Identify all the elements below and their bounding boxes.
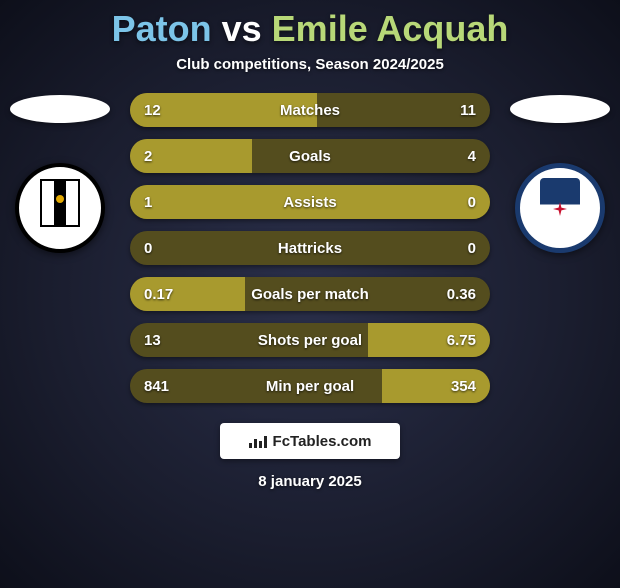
stat-label: Hattricks bbox=[194, 240, 426, 257]
stat-value-left: 13 bbox=[144, 332, 194, 349]
stat-value-left: 12 bbox=[144, 102, 194, 119]
stat-value-right: 0 bbox=[426, 240, 476, 257]
brand-text: FcTables.com bbox=[273, 433, 372, 450]
player1-avatar bbox=[10, 95, 110, 123]
stat-value-right: 6.75 bbox=[426, 332, 476, 349]
stat-label: Assists bbox=[194, 194, 426, 211]
stat-row: 2Goals4 bbox=[130, 139, 490, 173]
stat-value-left: 0.17 bbox=[144, 286, 194, 303]
club-badge-right bbox=[515, 163, 605, 253]
brand-logo: FcTables.com bbox=[220, 423, 400, 459]
stat-row: 12Matches11 bbox=[130, 93, 490, 127]
chart-icon bbox=[249, 434, 267, 448]
stat-row: 0.17Goals per match0.36 bbox=[130, 277, 490, 311]
stat-label: Shots per goal bbox=[194, 332, 426, 349]
stat-value-right: 11 bbox=[426, 102, 476, 119]
stat-row: 1Assists0 bbox=[130, 185, 490, 219]
right-column bbox=[500, 93, 620, 253]
stat-label: Goals per match bbox=[194, 286, 426, 303]
comparison-area: 12Matches112Goals41Assists00Hattricks00.… bbox=[0, 93, 620, 403]
date-text: 8 january 2025 bbox=[0, 473, 620, 490]
left-column bbox=[0, 93, 120, 253]
player2-avatar bbox=[510, 95, 610, 123]
stat-value-left: 0 bbox=[144, 240, 194, 257]
player2-name: Emile Acquah bbox=[272, 8, 509, 49]
stat-row: 0Hattricks0 bbox=[130, 231, 490, 265]
stat-label: Matches bbox=[194, 102, 426, 119]
stat-value-right: 0 bbox=[426, 194, 476, 211]
stat-label: Goals bbox=[194, 148, 426, 165]
player1-name: Paton bbox=[112, 8, 212, 49]
stat-value-right: 354 bbox=[426, 378, 476, 395]
stat-bars: 12Matches112Goals41Assists00Hattricks00.… bbox=[130, 93, 490, 403]
stat-row: 13Shots per goal6.75 bbox=[130, 323, 490, 357]
page-title: Paton vs Emile Acquah bbox=[0, 8, 620, 50]
stat-value-left: 841 bbox=[144, 378, 194, 395]
stat-label: Min per goal bbox=[194, 378, 426, 395]
club-badge-left bbox=[15, 163, 105, 253]
stat-value-left: 1 bbox=[144, 194, 194, 211]
stat-row: 841Min per goal354 bbox=[130, 369, 490, 403]
stat-value-left: 2 bbox=[144, 148, 194, 165]
stat-value-right: 0.36 bbox=[426, 286, 476, 303]
stat-value-right: 4 bbox=[426, 148, 476, 165]
subtitle: Club competitions, Season 2024/2025 bbox=[0, 56, 620, 73]
vs-text: vs bbox=[222, 8, 262, 49]
